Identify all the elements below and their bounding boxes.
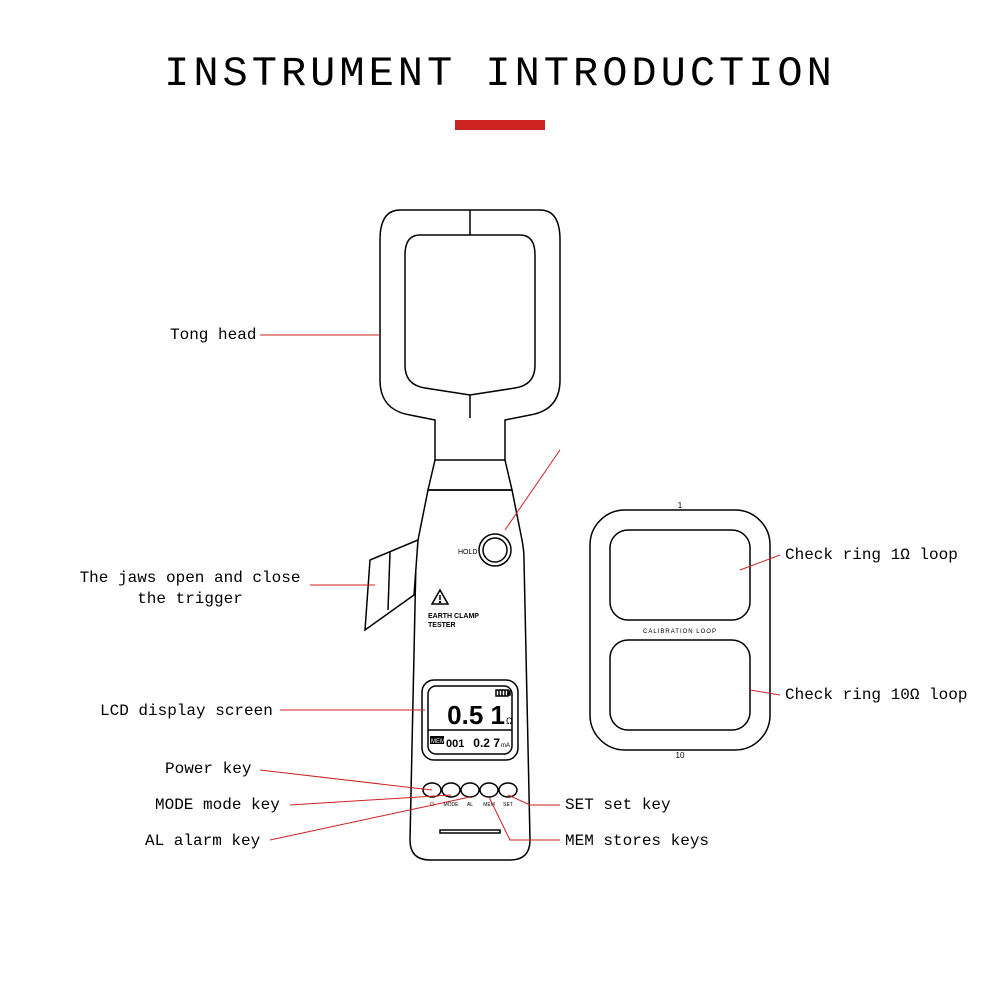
label-jaws-text: The jaws open and close the trigger — [80, 569, 301, 608]
label-mem: MEM stores keys — [565, 832, 709, 850]
label-ring10: Check ring 10Ω loop — [785, 686, 967, 704]
label-set: SET set key — [565, 796, 671, 814]
label-jaws: The jaws open and close the trigger — [70, 568, 310, 610]
label-power: Power key — [165, 760, 251, 778]
label-ring1: Check ring 1Ω loop — [785, 546, 958, 564]
label-tong-head: Tong head — [170, 326, 256, 344]
title-underline — [455, 120, 545, 130]
label-al: AL alarm key — [145, 832, 260, 850]
label-lcd: LCD display screen — [100, 702, 273, 720]
label-mode: MODE mode key — [155, 796, 280, 814]
page-title: INSTRUMENT INTRODUCTION — [0, 50, 1000, 98]
diagram-area: HOLD EARTH CLAMP TESTER 0.5 1 Ω MEM 001 … — [0, 200, 1000, 980]
